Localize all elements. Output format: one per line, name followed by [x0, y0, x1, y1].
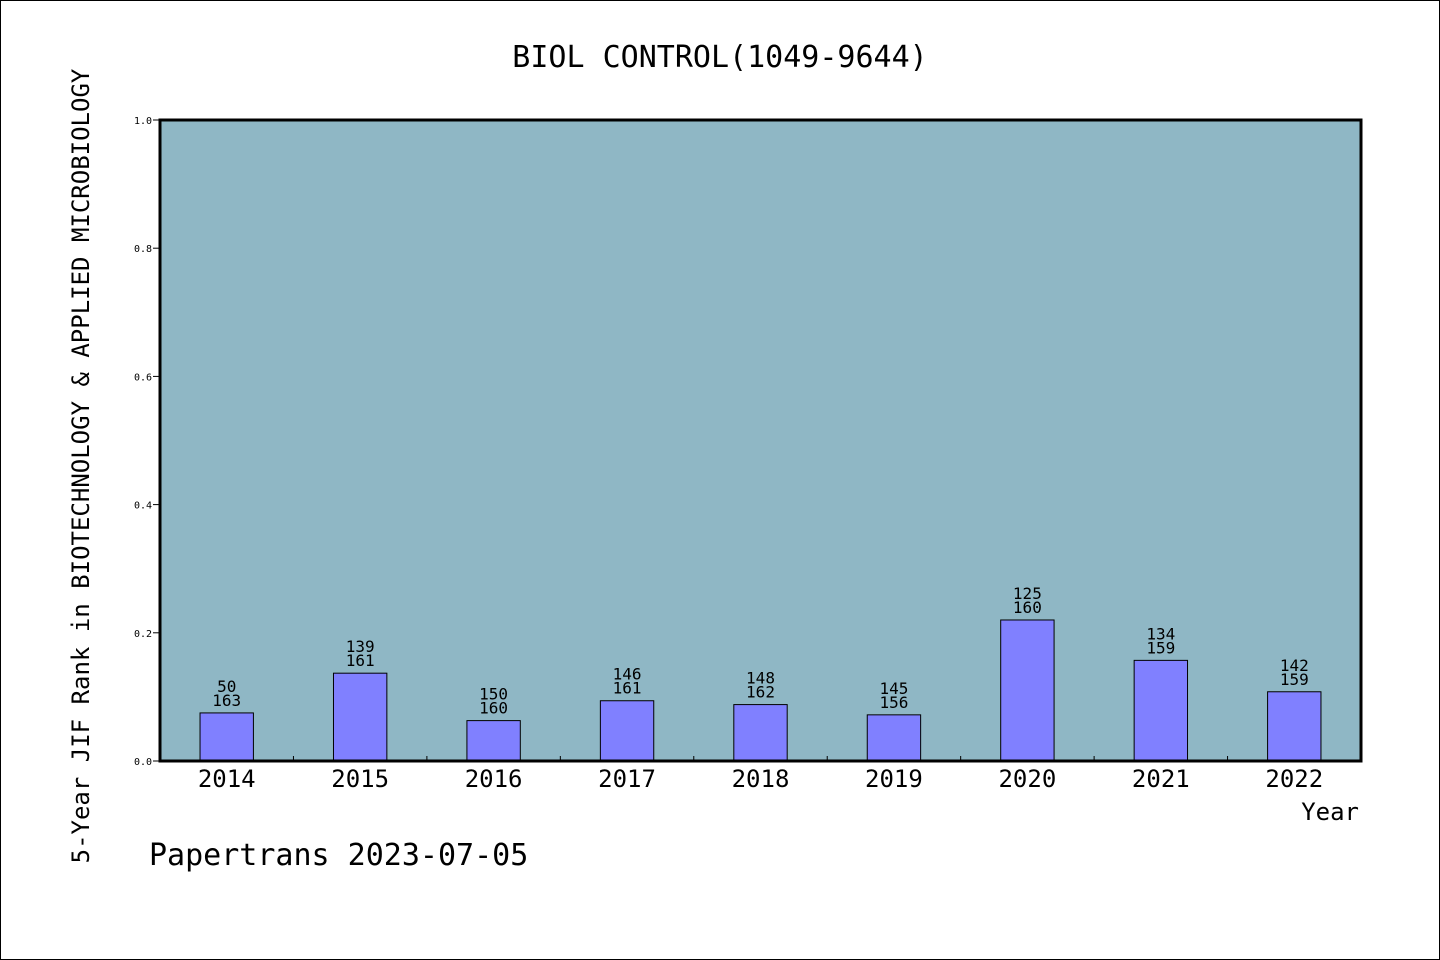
bar-total-label: 161: [613, 679, 642, 698]
plot-area: [160, 120, 1361, 761]
bar-rank-label: 150: [479, 685, 508, 704]
x-tick-label: 2022: [1265, 765, 1323, 793]
bar-rank-label: 148: [746, 669, 775, 688]
bar-rank-label: 146: [613, 665, 642, 684]
bar-total-label: 159: [1146, 638, 1175, 657]
bar-rank-label: 134: [1146, 624, 1175, 643]
bar-total-label: 161: [346, 651, 375, 670]
bar-2018: [733, 704, 788, 762]
bar-2014: [199, 712, 254, 762]
bar-total-label: 159: [1280, 670, 1309, 689]
bars: [199, 619, 1322, 762]
bar-rank-label: 142: [1280, 656, 1309, 675]
bar-rank-label: 139: [346, 637, 375, 656]
bar-total-label: 162: [746, 683, 775, 702]
bar-total-label: 156: [879, 693, 908, 712]
bar-total-label: 163: [212, 691, 241, 710]
bar-rank-label: 125: [1013, 584, 1042, 603]
bar-2017: [599, 700, 655, 762]
y-axis-label: 5-Year JIF Rank in BIOTECHNOLOGY & APPLI…: [67, 68, 95, 863]
bar-2021: [1133, 659, 1189, 762]
x-tick-label: 2019: [865, 765, 923, 793]
y-tick-label: 1.0: [134, 116, 152, 127]
x-axis-ticks: 2014 2015 2016 2017 2018 2019 2020 2021 2022: [198, 756, 1323, 793]
x-tick-label: 2021: [1132, 765, 1190, 793]
plot-frame: [158, 118, 1363, 763]
x-tick-label: 2016: [465, 765, 523, 793]
y-axis-ticks: 0.0 0.2 0.4 0.6 0.8 1.0: [134, 116, 160, 768]
bar-2020: [1000, 619, 1055, 762]
y-tick-label: 0.0: [134, 757, 152, 768]
x-tick-label: 2018: [732, 765, 790, 793]
chart-title: BIOL CONTROL(1049-9644): [512, 40, 927, 75]
y-tick-label: 0.8: [134, 244, 152, 255]
bar-2022: [1267, 691, 1322, 762]
y-tick-label: 0.4: [134, 501, 152, 512]
y-tick-label: 0.2: [134, 629, 152, 640]
bar-2015: [332, 672, 388, 762]
y-tick-label: 0.6: [134, 372, 152, 383]
bar-2016: [466, 720, 521, 762]
x-tick-label: 2017: [598, 765, 656, 793]
bar-rank-label: 50: [217, 677, 236, 696]
bar-2019: [866, 714, 922, 762]
bar-total-label: 160: [1013, 598, 1042, 617]
x-axis-label: Year: [1301, 798, 1359, 826]
x-tick-label: 2014: [198, 765, 256, 793]
watermark: Papertrans 2023-07-05: [149, 838, 528, 873]
bar-rank-label: 145: [879, 679, 908, 698]
bar-total-label: 160: [479, 699, 508, 718]
x-tick-label: 2015: [331, 765, 389, 793]
x-tick-label: 2020: [998, 765, 1056, 793]
